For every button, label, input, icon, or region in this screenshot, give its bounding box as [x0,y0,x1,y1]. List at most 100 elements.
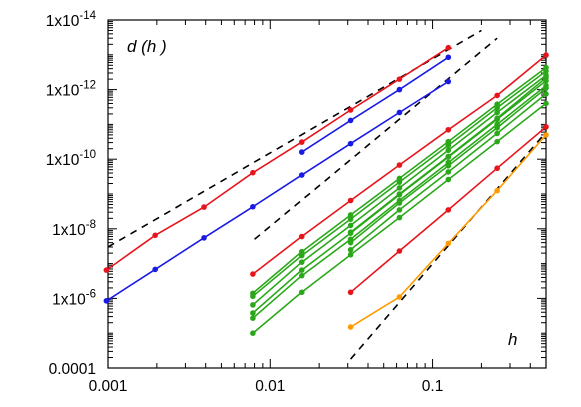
data-point [445,78,452,85]
data-point [250,169,256,176]
data-point [298,267,305,273]
data-point [494,115,500,122]
data-point [103,267,110,273]
series-line [301,56,449,153]
data-point [396,248,403,254]
data-point [396,179,403,185]
data-point [298,259,305,265]
x-tick-label: 0.01 [255,378,285,395]
data-point [543,91,549,97]
data-point [103,298,110,304]
data-point [201,235,207,241]
series-line [105,47,449,271]
data-point [445,207,452,213]
data-point [152,266,158,273]
data-point [494,165,500,172]
x-tick-label: 0.1 [422,378,444,395]
data-point [250,315,256,321]
series-green [347,91,549,253]
series-green [250,100,549,337]
data-point [347,289,354,296]
data-point [298,289,305,296]
data-point [250,302,256,308]
data-point [396,162,403,168]
data-point [298,248,305,255]
data-point [396,294,403,300]
data-point [347,239,354,246]
data-point [543,100,549,107]
data-point [250,330,256,337]
data-point [298,272,305,279]
reference-slope-line [107,29,482,248]
data-point [347,246,354,253]
series-green [347,74,549,235]
series-green [250,68,549,300]
data-point [396,200,403,206]
data-point [152,232,158,239]
data-point [347,216,354,222]
y-tick-label: 1x10-6 [52,288,96,308]
series-red [347,124,549,296]
data-point [445,176,452,183]
data-point [445,147,452,154]
data-point [543,74,549,81]
y-tick-label: 1x10-12 [46,80,96,100]
reference-slope-line [254,37,498,240]
data-point [494,138,500,145]
data-point [396,109,403,116]
data-point [543,52,549,58]
y-tick-label: 0.0001 [49,361,96,378]
data-point [445,240,452,247]
series-blue [298,54,452,155]
data-point [543,132,549,138]
data-point [347,117,354,124]
series-red [103,44,452,273]
data-point [494,109,500,116]
data-point [445,54,452,61]
data-point [347,229,354,235]
plot-frame [107,19,547,369]
data-point [298,149,305,155]
x-axis-label: h [508,330,517,349]
series-green [250,72,549,308]
data-point [494,187,500,194]
y-tick-label: 1x10-14 [46,10,97,30]
series-line [105,80,449,302]
data-point [543,124,549,130]
x-tick-label: 0.001 [89,378,128,395]
data-point [347,251,354,258]
series-orange [347,132,549,330]
data-point [298,139,305,145]
data-point [543,85,549,91]
data-point [396,76,403,82]
data-point [445,44,452,51]
y-tick-label: 1x10-10 [46,149,96,169]
data-point [298,252,305,259]
data-point [445,169,452,175]
series-red [250,52,549,277]
data-point [347,197,354,204]
axis-ticks [107,19,547,369]
y-tick-label: 1x10-8 [52,219,96,239]
data-point [445,153,452,160]
y-axis-label: d (h ) [127,37,167,56]
data-point [396,185,403,191]
data-point [396,207,403,213]
data-point [347,222,354,229]
axis-tick-labels: 0.001 0.01 0.1 0.0001 1x10-6 1x10-8 1x10-10 1x1… [46,10,444,395]
data-point [396,86,403,93]
data-point [250,293,256,300]
data-point [494,124,500,131]
data-series [103,44,549,337]
data-point [250,203,256,210]
data-point [298,172,305,178]
data-point [543,68,549,74]
data-point [250,271,256,277]
data-point [396,191,403,197]
data-point [445,126,452,133]
series-green [347,85,549,246]
data-point [298,233,305,240]
data-point [250,310,256,316]
data-point [494,130,500,137]
data-point [445,162,452,169]
